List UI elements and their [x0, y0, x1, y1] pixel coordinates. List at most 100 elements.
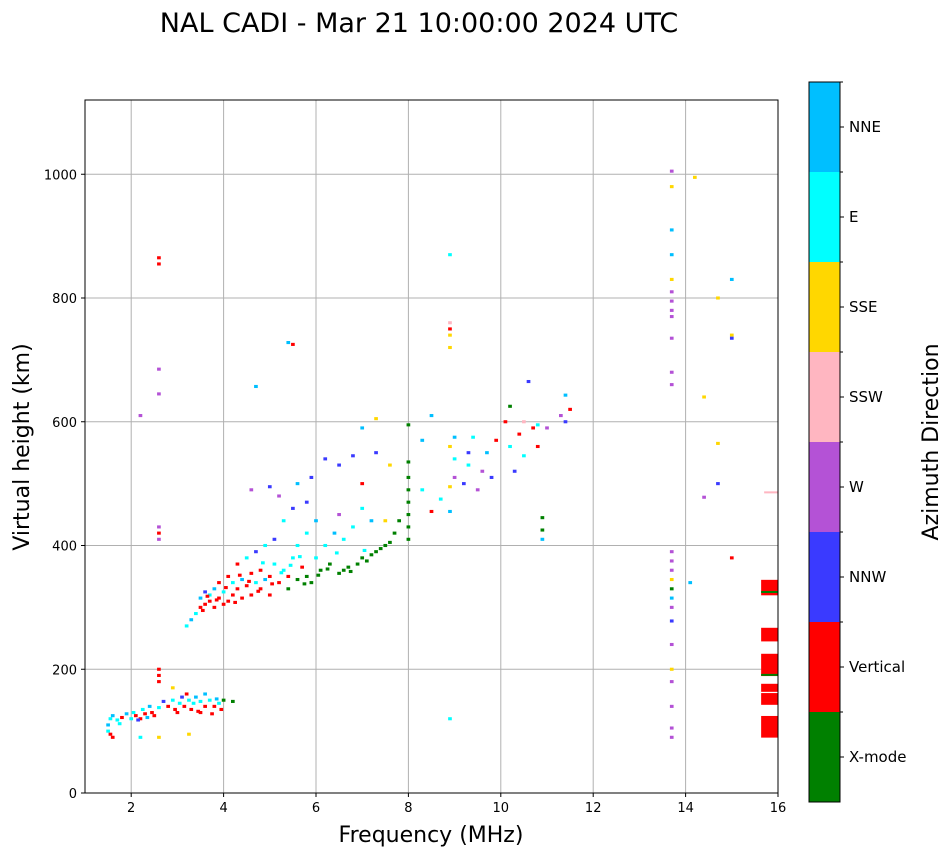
- data-point-x-mode: [406, 513, 411, 517]
- data-point-e: [508, 444, 512, 449]
- data-point-e: [191, 701, 196, 705]
- data-point-vertical: [189, 707, 194, 712]
- data-point-e: [323, 543, 328, 548]
- data-point-w: [669, 726, 674, 730]
- data-point-e: [288, 563, 293, 567]
- data-point-ssw: [764, 491, 778, 494]
- data-point-nnw: [512, 469, 517, 473]
- data-point-e: [279, 571, 284, 575]
- data-point-x-mode: [318, 568, 323, 572]
- data-point-x-mode: [346, 565, 351, 569]
- data-point-vertical: [448, 327, 452, 331]
- data-point-vertical: [120, 715, 124, 720]
- data-point-w: [138, 414, 143, 418]
- data-point-sse: [187, 732, 191, 736]
- data-point-x-mode: [302, 582, 307, 586]
- data-point-e: [522, 454, 526, 458]
- data-point-nne: [369, 519, 374, 523]
- data-point-nne: [540, 537, 545, 541]
- data-point-e: [170, 698, 175, 702]
- data-point-vertical: [175, 711, 180, 715]
- data-point-w: [669, 680, 674, 684]
- data-point-x-mode: [761, 590, 778, 593]
- data-point-e: [448, 717, 452, 721]
- data-point-vertical: [138, 717, 143, 721]
- data-point-vertical: [267, 574, 272, 578]
- y-axis-label: Virtual height (km): [10, 343, 35, 550]
- data-point-vertical: [249, 593, 254, 597]
- colorbar-swatch-x-mode: [809, 712, 840, 802]
- data-point-e: [535, 423, 540, 427]
- data-point-nnw: [309, 475, 314, 479]
- data-point-vertical: [196, 709, 201, 713]
- data-point-nne: [332, 531, 337, 535]
- data-point-e: [177, 701, 182, 705]
- data-point-vertical: [212, 704, 217, 708]
- axis-ticks: 2 4 6 8 10 12 14 16 0 200 400 600 800 1000: [44, 168, 786, 816]
- data-point-sse: [448, 345, 452, 350]
- data-point-vertical: [143, 712, 147, 716]
- data-point-e: [281, 519, 286, 523]
- data-point-x-mode: [669, 587, 674, 591]
- data-point-sse: [157, 735, 161, 739]
- data-point-e: [221, 590, 226, 594]
- y-tick-label: 0: [69, 787, 77, 802]
- data-point-w: [669, 308, 674, 312]
- data-point-w: [157, 537, 161, 541]
- data-point-w: [452, 475, 457, 479]
- data-point-nne: [212, 587, 217, 591]
- data-point-sse: [669, 667, 674, 671]
- data-point-vertical: [207, 599, 212, 603]
- data-point-e: [341, 537, 346, 541]
- colorbar-label-nne: NNE: [849, 118, 881, 136]
- data-point-sse: [388, 463, 392, 467]
- data-point-vertical: [270, 582, 274, 586]
- data-point-e: [466, 463, 471, 467]
- data-points: [106, 169, 778, 739]
- data-point-vertical: [198, 605, 203, 609]
- data-point-nne: [669, 228, 674, 232]
- data-point-w: [480, 469, 485, 473]
- data-point-e: [304, 531, 309, 535]
- data-point-vertical: [226, 574, 231, 578]
- data-point-sse: [448, 485, 452, 489]
- y-tick-label: 800: [52, 292, 77, 307]
- data-point-vertical: [258, 568, 263, 572]
- data-point-vertical: [277, 581, 281, 585]
- data-point-w: [669, 370, 674, 374]
- data-point-nnw: [304, 500, 309, 504]
- colorbar-label-ssw: SSW: [849, 388, 883, 406]
- colorbar-swatch-sse: [809, 262, 840, 352]
- data-point-e: [314, 556, 318, 560]
- data-point-nnw: [526, 379, 531, 384]
- data-point-x-mode: [406, 460, 411, 464]
- data-point-vertical: [110, 735, 115, 739]
- x-tick-label: 14: [677, 801, 694, 816]
- data-point-nnw: [337, 463, 341, 467]
- data-point-w: [157, 367, 161, 371]
- data-point-e: [184, 624, 189, 628]
- data-point-w: [249, 488, 254, 492]
- colorbar-swatch-nne: [809, 82, 840, 172]
- data-point-vertical: [729, 556, 734, 560]
- data-point-vertical: [761, 715, 778, 738]
- data-point-vertical: [133, 714, 138, 718]
- data-point-vertical: [267, 593, 272, 597]
- data-point-nne: [189, 618, 194, 622]
- colorbar: X-mode Vertical NNW W SSW SSE E NNE: [808, 81, 906, 803]
- data-point-e: [448, 253, 452, 257]
- data-point-e: [131, 711, 136, 715]
- colorbar-swatch-w: [809, 442, 840, 532]
- data-point-e: [140, 707, 145, 712]
- data-point-sse: [669, 277, 674, 281]
- data-point-nne: [198, 596, 203, 600]
- data-point-nnw: [669, 619, 674, 623]
- data-point-vertical: [212, 605, 217, 609]
- data-point-w: [669, 735, 674, 739]
- data-point-w: [277, 494, 281, 498]
- data-point-ssw: [448, 321, 452, 325]
- data-point-w: [702, 495, 706, 499]
- data-point-sse: [702, 395, 706, 399]
- data-point-e: [362, 548, 367, 552]
- colorbar-swatch-ssw: [809, 352, 840, 442]
